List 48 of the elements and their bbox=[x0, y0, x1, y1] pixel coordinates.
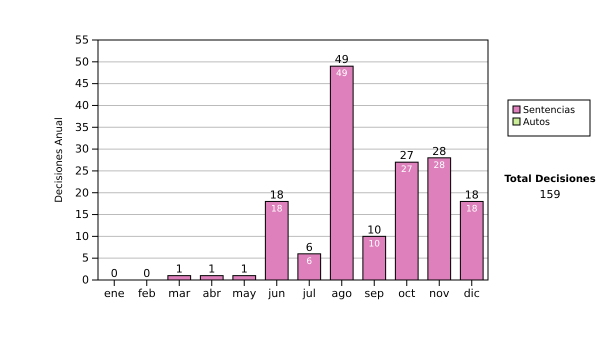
x-tick-label: sep bbox=[364, 286, 384, 300]
x-tick-label: ene bbox=[104, 286, 125, 300]
x-tick-label: abr bbox=[202, 286, 222, 300]
data-label: 18 bbox=[466, 204, 478, 214]
data-label: 6 bbox=[306, 256, 312, 267]
y-tick-label: 40 bbox=[75, 98, 89, 112]
total-label: 6 bbox=[306, 240, 313, 254]
x-tick-label: nov bbox=[429, 286, 450, 300]
total-label: 0 bbox=[110, 267, 118, 280]
y-tick-label: 15 bbox=[75, 208, 89, 222]
total-label: 28 bbox=[432, 144, 446, 158]
total-label: 1 bbox=[208, 262, 216, 276]
x-tick-label: oct bbox=[398, 286, 416, 300]
data-label: 49 bbox=[336, 69, 348, 80]
x-tick-label: mar bbox=[168, 286, 191, 300]
y-tick-label: 0 bbox=[82, 274, 89, 287]
y-tick-label: 30 bbox=[75, 142, 89, 156]
total-label: 0 bbox=[143, 267, 150, 280]
x-tick-label: jul bbox=[302, 286, 316, 300]
y-tick-label: 55 bbox=[75, 34, 89, 47]
y-tick-label: 35 bbox=[75, 120, 89, 134]
x-tick-label: jun bbox=[267, 286, 286, 300]
y-axis-title: Decisiones Anual bbox=[54, 117, 65, 203]
total-label: 18 bbox=[270, 188, 284, 202]
y-tick-label: 25 bbox=[75, 164, 89, 178]
total-label: 49 bbox=[334, 53, 349, 66]
data-label: 27 bbox=[401, 165, 412, 176]
legend-label: Autos bbox=[523, 117, 550, 128]
y-tick-label: 45 bbox=[75, 77, 89, 90]
x-tick-label: may bbox=[232, 286, 257, 300]
y-tick-label: 20 bbox=[75, 186, 89, 200]
y-tick-label: 50 bbox=[75, 55, 89, 68]
total-label: 1 bbox=[240, 262, 248, 276]
total-label: 18 bbox=[464, 188, 479, 202]
y-tick-label: 5 bbox=[82, 252, 89, 265]
total-label: 10 bbox=[367, 223, 382, 236]
y-tick-label: 10 bbox=[75, 230, 89, 243]
total-label: 1 bbox=[176, 262, 183, 276]
x-tick-label: feb bbox=[138, 286, 156, 300]
total-label: 27 bbox=[400, 149, 414, 162]
data-label: 28 bbox=[434, 160, 446, 171]
text: 159 bbox=[540, 188, 560, 201]
legend-label: Sentencias bbox=[523, 105, 576, 116]
text: Total Decisiones bbox=[504, 174, 596, 185]
x-tick-label: ago bbox=[332, 286, 352, 300]
data-label: 10 bbox=[368, 239, 380, 250]
x-tick-label: dic bbox=[464, 286, 480, 300]
data-label: 18 bbox=[271, 204, 283, 214]
